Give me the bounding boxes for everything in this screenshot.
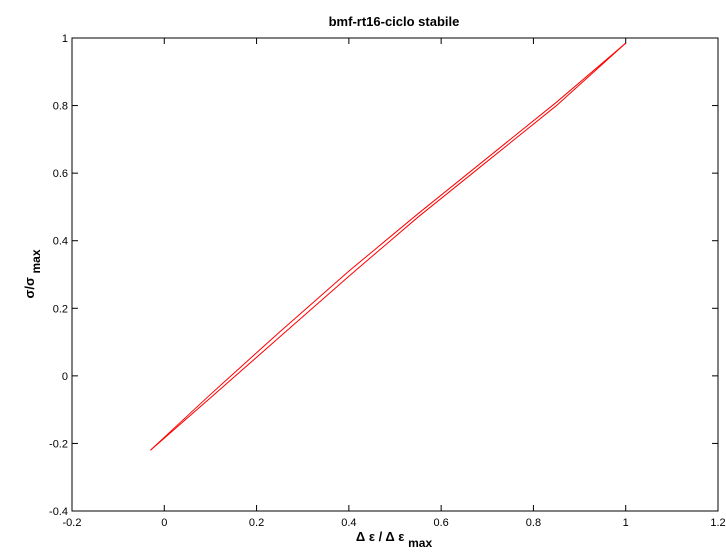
y-tick-label: 0 — [62, 371, 68, 383]
y-axis-label-subscript: max — [29, 249, 43, 273]
x-tick-label: 0 — [161, 517, 167, 529]
y-tick-label: 0.6 — [53, 168, 68, 180]
series-line-unloading — [150, 42, 627, 451]
y-tick-label: -0.4 — [49, 506, 68, 518]
y-tick-label: 0.4 — [53, 236, 68, 248]
x-axis-label-subscript: max — [408, 536, 432, 550]
y-axis-label-main: σ/σ — [22, 277, 37, 299]
x-tick-label: 0.8 — [526, 517, 541, 529]
y-tick-label: 0.8 — [53, 101, 68, 113]
x-tick-label: 0.2 — [249, 517, 264, 529]
x-axis-tick-labels: -0.2 0 0.2 0.4 0.6 0.8 1 1.2 — [63, 517, 726, 529]
plot-area-frame — [71, 37, 719, 512]
x-axis-label: Δ ε / Δ ε max — [356, 529, 433, 550]
x-tick-label: 1 — [623, 517, 629, 529]
x-axis-ticks — [71, 38, 719, 511]
y-tick-label: 1 — [62, 33, 68, 45]
y-tick-label: -0.2 — [49, 438, 68, 450]
x-tick-label: 0.4 — [341, 517, 356, 529]
y-axis-tick-labels: -0.4 -0.2 0 0.2 0.4 0.6 0.8 1 — [49, 33, 68, 518]
chart-title: bmf-rt16-ciclo stabile — [329, 14, 460, 29]
series-layer — [150, 42, 627, 451]
x-tick-label: 1.2 — [710, 517, 725, 529]
y-tick-label: 0.2 — [53, 303, 68, 315]
series-line-loading — [150, 42, 627, 451]
y-axis-ticks — [72, 37, 718, 512]
x-tick-label: -0.2 — [63, 517, 82, 529]
y-axis-label: σ/σ max — [22, 249, 43, 298]
x-tick-label: 0.6 — [433, 517, 448, 529]
x-axis-label-main: Δ ε / Δ ε — [356, 529, 405, 544]
